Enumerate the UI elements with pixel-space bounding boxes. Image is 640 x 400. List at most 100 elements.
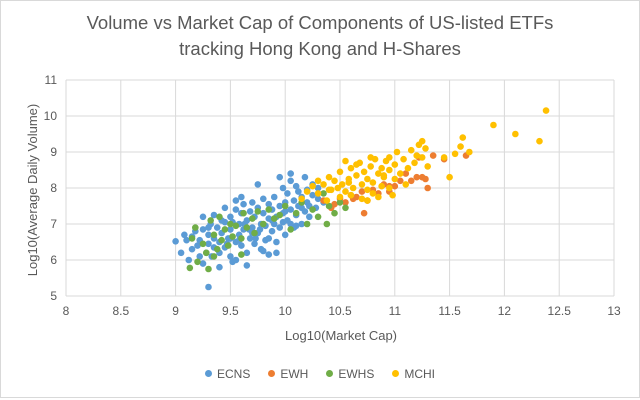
data-point <box>367 163 374 170</box>
data-point <box>407 146 415 154</box>
data-point <box>331 209 338 217</box>
data-point <box>404 164 412 172</box>
data-point <box>342 199 349 206</box>
data-point <box>364 186 371 194</box>
data-point <box>273 249 280 257</box>
legend-marker <box>326 370 334 377</box>
data-point <box>276 202 284 210</box>
data-point <box>413 152 421 159</box>
data-point <box>407 177 415 185</box>
data-point <box>238 193 245 201</box>
data-point <box>265 251 273 258</box>
data-point <box>306 213 313 221</box>
x-tick-label: 11.5 <box>438 304 461 318</box>
x-tick-label: 13 <box>607 304 621 318</box>
data-point <box>213 224 221 231</box>
data-point <box>378 182 385 190</box>
data-point <box>194 258 201 266</box>
data-point <box>210 231 218 239</box>
data-point <box>536 137 543 145</box>
data-point <box>292 222 300 230</box>
data-point <box>512 130 519 138</box>
data-point <box>240 200 247 208</box>
legend-marker <box>268 370 276 377</box>
data-point <box>353 172 360 179</box>
legend-label: MCHI <box>404 366 435 381</box>
data-point <box>411 159 418 167</box>
data-point <box>205 224 212 231</box>
data-point <box>229 233 236 240</box>
data-point <box>336 199 344 206</box>
data-point <box>210 253 218 260</box>
y-tick-label: 11 <box>45 73 58 87</box>
data-point <box>466 148 473 156</box>
data-point <box>375 193 382 201</box>
data-point <box>342 188 349 195</box>
legend-item-ewh: EWH <box>268 367 308 381</box>
series-ewhs <box>186 190 349 273</box>
data-point <box>298 204 305 212</box>
data-point <box>287 206 294 213</box>
x-tick-label: 9 <box>172 304 179 318</box>
data-point <box>243 224 251 231</box>
data-point <box>279 184 287 192</box>
chart-title-line-2: tracking Hong Kong and H-Shares <box>179 38 461 59</box>
y-tick-label: 7 <box>50 217 57 231</box>
data-point <box>422 175 429 183</box>
data-point <box>347 191 355 199</box>
data-point <box>314 190 322 197</box>
x-tick-label: 10 <box>279 304 293 318</box>
legend-label: ECNS <box>216 366 251 381</box>
data-point <box>221 226 229 233</box>
data-point <box>181 231 188 239</box>
data-point <box>216 263 223 271</box>
x-axis-ticks: 8 8.5 9 9.5 10 10.5 11 11.5 12 12.5 13 <box>63 304 621 318</box>
legend-item-ecns: ECNS <box>204 366 251 381</box>
data-point <box>227 226 234 233</box>
legend-marker <box>392 370 400 377</box>
data-point <box>254 181 262 188</box>
data-point <box>251 229 258 237</box>
data-point <box>360 168 368 176</box>
data-point <box>290 197 298 204</box>
data-point <box>210 211 218 219</box>
data-point <box>295 188 302 195</box>
data-point <box>391 182 399 190</box>
data-point <box>418 154 426 161</box>
data-point <box>238 242 245 249</box>
data-point <box>331 177 338 185</box>
data-point <box>276 211 284 219</box>
data-point <box>323 220 331 228</box>
data-point <box>202 249 210 257</box>
data-point <box>418 137 426 145</box>
data-point <box>199 260 207 267</box>
data-point <box>402 181 410 188</box>
data-point <box>205 283 212 291</box>
data-point <box>369 179 377 186</box>
data-point <box>349 184 357 192</box>
data-point <box>256 226 264 233</box>
data-point <box>400 155 407 163</box>
legend-marker <box>204 370 212 377</box>
data-point <box>251 240 258 248</box>
data-point <box>369 190 377 197</box>
data-point <box>393 148 401 156</box>
legend-item-ewhs: EWHS <box>326 367 374 381</box>
data-point <box>309 206 316 213</box>
data-point <box>309 191 316 199</box>
data-point <box>386 184 393 192</box>
data-point <box>192 224 199 231</box>
data-point <box>336 168 344 176</box>
data-point <box>386 166 393 174</box>
data-point <box>270 193 278 201</box>
data-point <box>325 202 333 210</box>
y-tick-label: 8 <box>50 181 57 195</box>
data-point <box>279 218 287 226</box>
data-point <box>323 197 331 204</box>
data-point <box>284 190 291 197</box>
data-point <box>413 173 421 181</box>
data-point <box>367 154 374 161</box>
data-point <box>314 177 322 185</box>
data-point <box>249 215 256 222</box>
